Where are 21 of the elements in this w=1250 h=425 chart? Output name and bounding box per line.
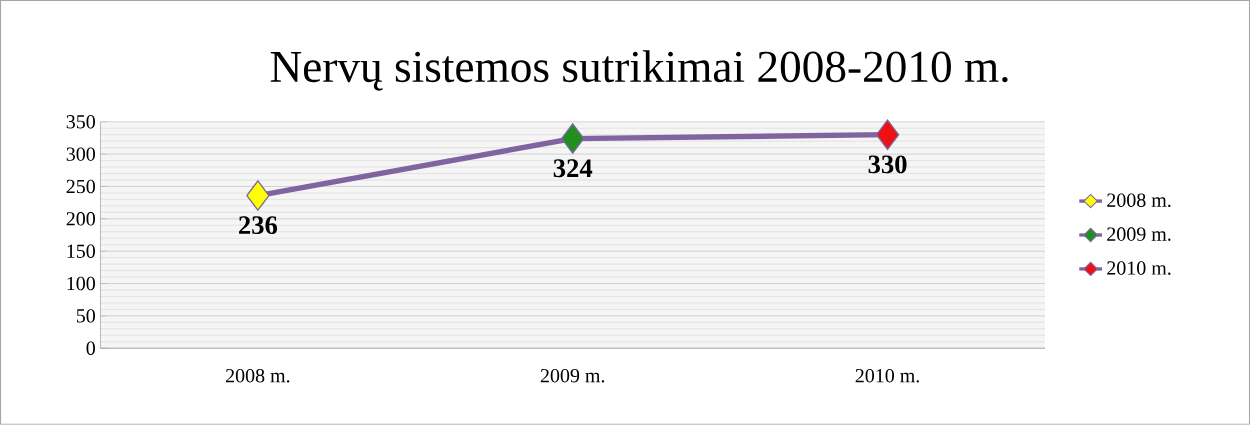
y-tick-label: 0 xyxy=(86,341,95,356)
y-tick-label: 300 xyxy=(66,147,95,161)
data-label: 324 xyxy=(553,159,593,178)
point xyxy=(561,123,585,155)
y-tick-label: 100 xyxy=(67,276,95,291)
y-tick-label: 200 xyxy=(66,212,95,226)
point xyxy=(875,119,900,151)
chart-title: Nervų sistemos sutrikimai 2008-2010 m. xyxy=(270,50,1008,91)
y-tick-label: 250 xyxy=(66,179,95,194)
data-label: 236 xyxy=(239,216,278,235)
legend-label: 2009 m. xyxy=(1107,227,1171,242)
point xyxy=(246,180,270,211)
y-tick-label: 50 xyxy=(76,309,95,323)
x-tick-label: 2009 m. xyxy=(540,369,605,383)
legend-label: 2008 m. xyxy=(1107,193,1171,208)
y-tick-label: 350 xyxy=(66,115,95,129)
x-tick-label: 2008 m. xyxy=(226,369,290,383)
data-label: 330 xyxy=(868,155,907,174)
legend-label: 2010 m. xyxy=(1107,261,1171,276)
x-tick-label: 2010 m. xyxy=(855,369,919,383)
y-tick-label: 150 xyxy=(67,244,95,259)
